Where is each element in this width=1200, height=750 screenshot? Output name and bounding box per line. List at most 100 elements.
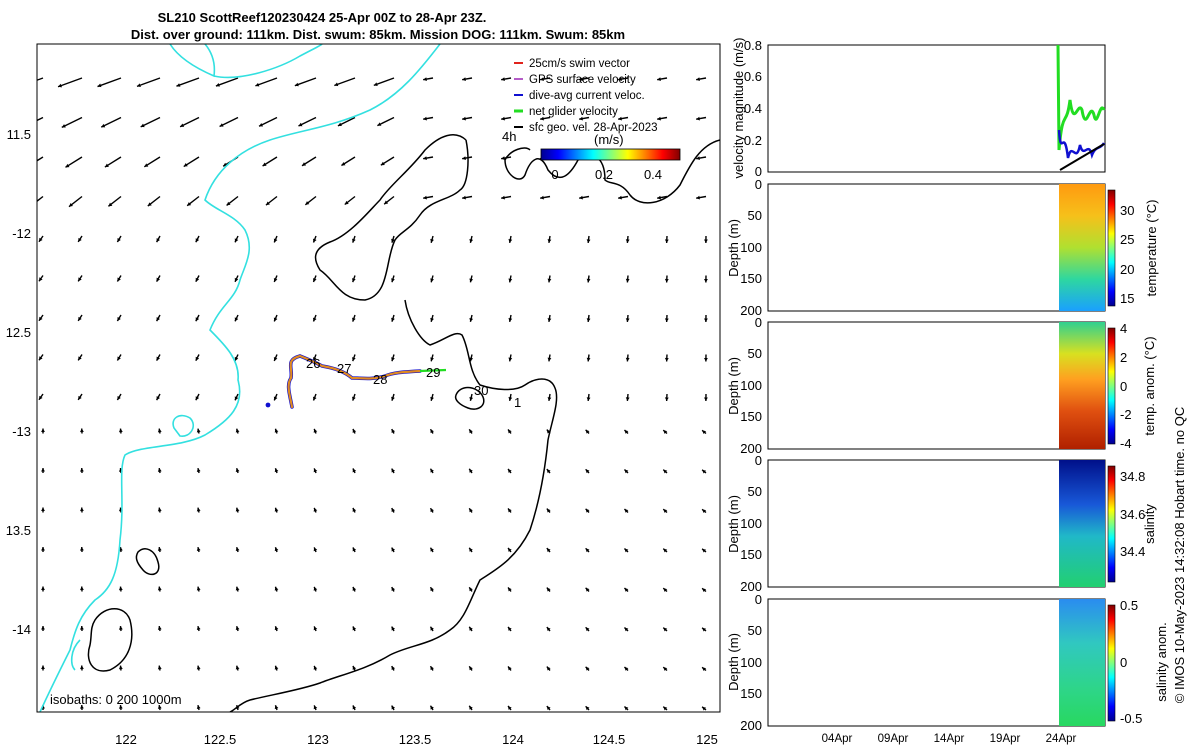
vector-arrowhead <box>546 666 551 671</box>
vector-arrow <box>37 77 44 81</box>
vector-arrowhead <box>274 626 279 631</box>
vector-arrowhead <box>118 428 123 433</box>
depth-tick: 200 <box>740 441 762 456</box>
copyright-footer: © IMOS 10-May-2023 14:32:08 Hobart time.… <box>1172 407 1187 703</box>
vector-arrowhead <box>352 705 357 710</box>
legend-label: sfc geo. vel. 28-Apr-2023 <box>529 122 658 134</box>
vector-arrowhead <box>585 706 590 711</box>
day-label-30: 30 <box>474 383 488 398</box>
vector-arrow <box>176 77 200 87</box>
vector-arrowhead <box>501 77 505 82</box>
vector-arrowhead <box>618 77 622 82</box>
vector-arrowhead <box>546 469 551 474</box>
map-legend: 25cm/s swim vector GPS surface velocity … <box>514 58 658 134</box>
vector-arrowhead <box>663 667 668 671</box>
vector-arrowhead <box>235 507 240 512</box>
vector-arrowhead <box>305 201 310 205</box>
x-tick: 124 <box>502 732 524 747</box>
time-tick: 19Apr <box>990 733 1021 745</box>
vector-arrow <box>373 77 395 87</box>
vector-arrowhead <box>508 705 512 710</box>
vector-arrowhead <box>469 508 473 513</box>
vector-arrowhead <box>430 626 434 631</box>
vector-arrowhead <box>61 124 66 128</box>
vector-arrowhead <box>391 547 396 552</box>
colorbar-unit-label: (m/s) <box>594 132 624 147</box>
vector-arrowhead <box>702 588 707 593</box>
salinity-panel: 0 50 100 150 200 Depth (m) 34.8 34.6 34.… <box>726 453 1157 594</box>
depth-tick: 0 <box>755 453 762 468</box>
vector-arrowhead <box>274 547 279 552</box>
vector-arrow <box>215 77 239 87</box>
vector-arrowhead <box>41 547 45 551</box>
isobath-ring-3 <box>87 608 133 672</box>
vector-arrowhead <box>180 123 185 127</box>
glider-track <box>265 354 447 409</box>
vector-arrowhead <box>38 395 43 400</box>
vector-arrowhead <box>663 627 668 632</box>
vector-arrowhead <box>586 318 591 322</box>
depth-ylabel: Depth (m) <box>726 219 741 277</box>
vector-arrowhead <box>157 547 162 551</box>
vector-arrowhead <box>702 706 707 711</box>
temperature-panel: 0 50 100 150 200 Depth (m) 30 25 20 15 t… <box>726 177 1159 318</box>
vector-arrowhead <box>664 357 669 362</box>
vector-arrowhead <box>391 705 396 710</box>
vector-arrowhead <box>196 626 201 630</box>
vector-arrowhead <box>391 508 396 513</box>
vector-arrowhead <box>341 161 346 166</box>
x-tick: 123 <box>307 732 329 747</box>
day-label-29: 29 <box>426 365 440 380</box>
vector-arrowhead <box>274 468 279 473</box>
vector-arrowhead <box>352 357 356 362</box>
depth-tick: 100 <box>740 378 762 393</box>
temperature-frame <box>767 183 1106 312</box>
y-tick: -13 <box>12 424 31 439</box>
vector-arrowhead <box>508 429 512 434</box>
cbar-label: temp. anom. (°C) <box>1142 336 1157 435</box>
vector-arrowhead <box>196 547 201 551</box>
x-tick: 122 <box>115 732 137 747</box>
vector-arrowhead <box>391 626 396 631</box>
vector-arrowhead <box>547 239 552 243</box>
vector-arrowhead <box>274 507 279 512</box>
vector-arrowhead <box>508 357 513 362</box>
cbar-tick: 4 <box>1120 321 1127 336</box>
vector-arrowhead <box>344 200 349 205</box>
cbar-tick: -0.5 <box>1120 711 1142 726</box>
cbar-tick: 20 <box>1120 262 1134 277</box>
vector-arrowhead <box>508 278 513 283</box>
cbar-tick: 34.4 <box>1120 544 1145 559</box>
vector-arrowhead <box>586 239 591 243</box>
vector-arrowhead <box>235 547 240 552</box>
vel-y-tick: 0.6 <box>744 69 762 84</box>
legend-label: net glider velocity <box>529 106 618 118</box>
temp-anom-data <box>1059 322 1105 449</box>
vector-arrowhead <box>195 238 200 243</box>
vector-arrowhead <box>508 547 512 552</box>
vector-arrowhead <box>430 468 434 473</box>
velocity-frame <box>767 44 1106 173</box>
cbar-tick: -4 <box>1120 436 1132 451</box>
vector-arrowhead <box>663 548 668 553</box>
map-area <box>37 44 720 712</box>
map-colorbar: 4h (m/s) 0 0.2 0.4 <box>502 129 681 182</box>
vector-arrowhead <box>508 239 513 243</box>
vector-arrowhead <box>508 468 512 473</box>
vector-arrowhead <box>302 162 307 166</box>
map-frame <box>36 43 721 713</box>
vector-arrowhead <box>702 548 707 553</box>
vector-arrowhead <box>540 77 544 82</box>
vector-arrow <box>136 77 161 88</box>
vector-arrowhead <box>657 77 661 82</box>
vector-arrowhead <box>508 587 512 592</box>
vector-arrowhead <box>313 665 318 670</box>
vector-arrowhead <box>226 201 231 206</box>
vector-arrowhead <box>586 357 591 362</box>
vector-arrowhead <box>136 83 141 87</box>
vector-arrowhead <box>462 116 466 121</box>
vector-arrowhead <box>352 665 357 670</box>
vector-arrowhead <box>664 239 669 243</box>
vector-arrow <box>100 116 122 128</box>
vector-arrowhead <box>391 278 395 283</box>
